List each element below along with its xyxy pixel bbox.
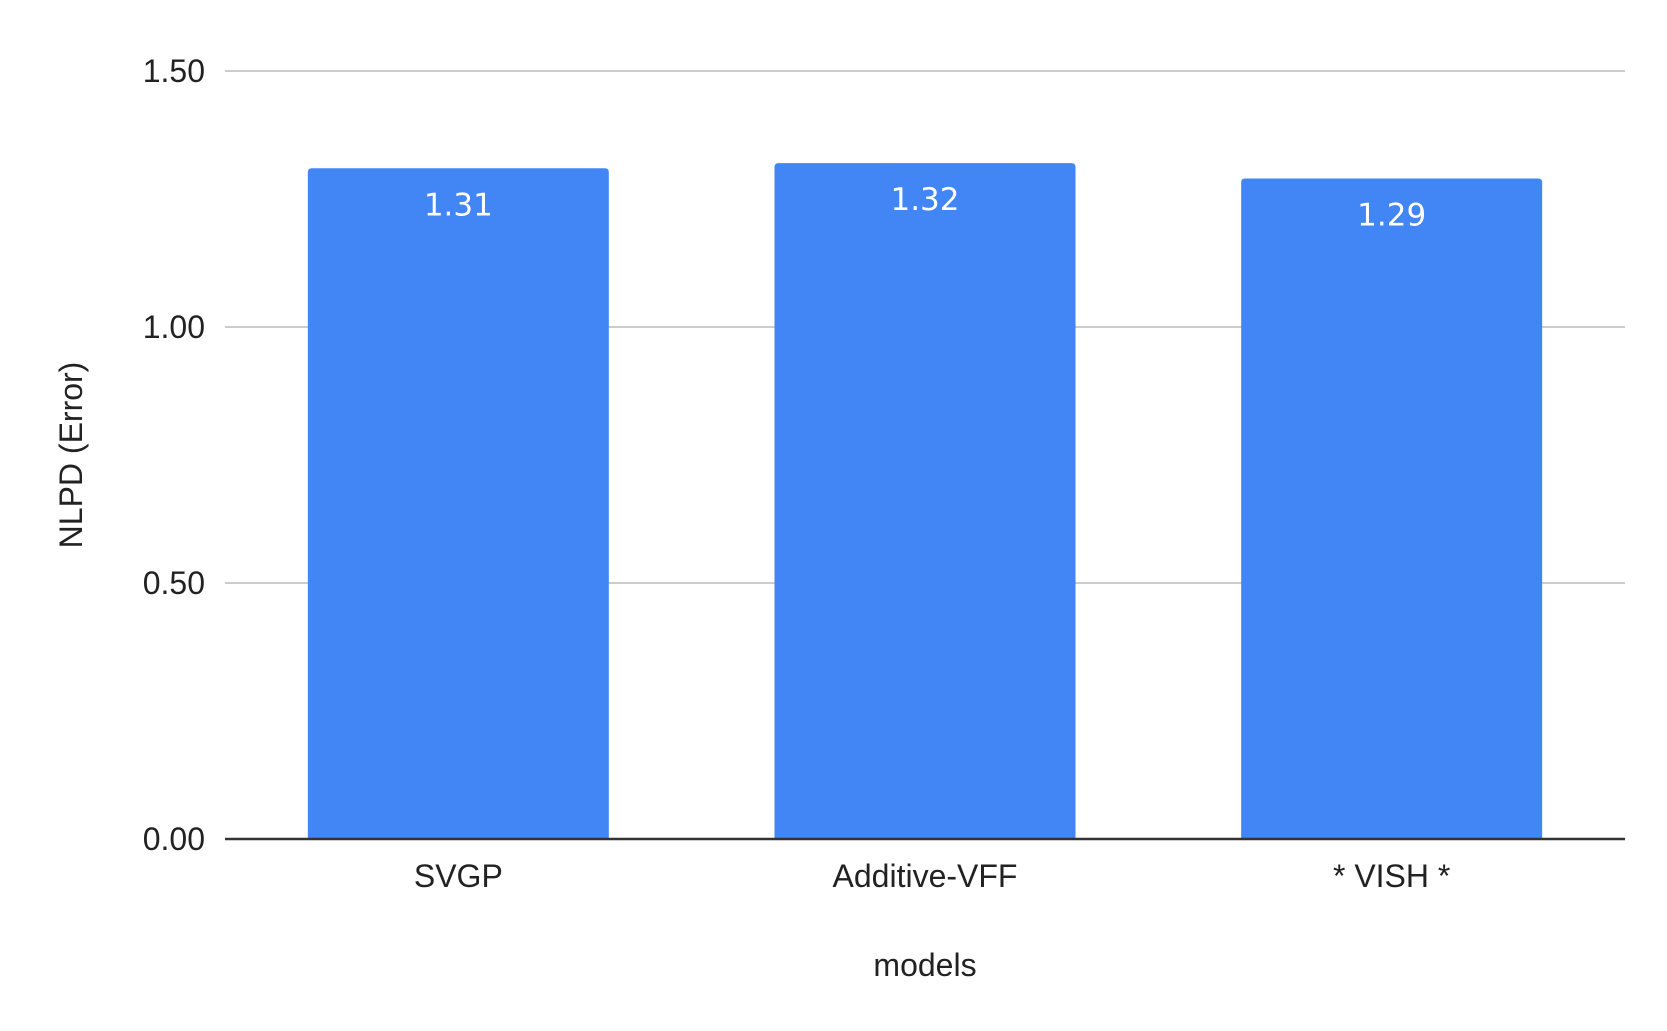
bar-value-label: 1.32 bbox=[890, 182, 959, 218]
bars bbox=[307, 163, 1543, 839]
x-category-label: * VISH * bbox=[1333, 858, 1450, 894]
x-axis-title: models bbox=[873, 947, 976, 983]
bar-value-label: 1.31 bbox=[424, 187, 493, 223]
y-tick-label: 1.00 bbox=[143, 309, 205, 345]
data-labels: 1.31 1.32 1.29 bbox=[424, 182, 1426, 233]
y-axis-title: NLPD (Error) bbox=[53, 362, 89, 549]
bar-2 bbox=[1241, 178, 1543, 839]
y-tick-label: 0.50 bbox=[143, 565, 205, 601]
bar-0 bbox=[307, 168, 609, 839]
bar-1 bbox=[774, 163, 1076, 839]
y-tick-label: 1.50 bbox=[143, 53, 205, 89]
x-category-label: SVGP bbox=[414, 858, 503, 894]
y-tick-label: 0.00 bbox=[143, 821, 205, 857]
y-axis-ticks: 0.00 0.50 1.00 1.50 bbox=[143, 53, 205, 857]
bar-value-label: 1.29 bbox=[1357, 198, 1426, 234]
x-axis-categories: SVGP Additive-VFF * VISH * bbox=[414, 858, 1450, 894]
x-category-label: Additive-VFF bbox=[833, 858, 1018, 894]
